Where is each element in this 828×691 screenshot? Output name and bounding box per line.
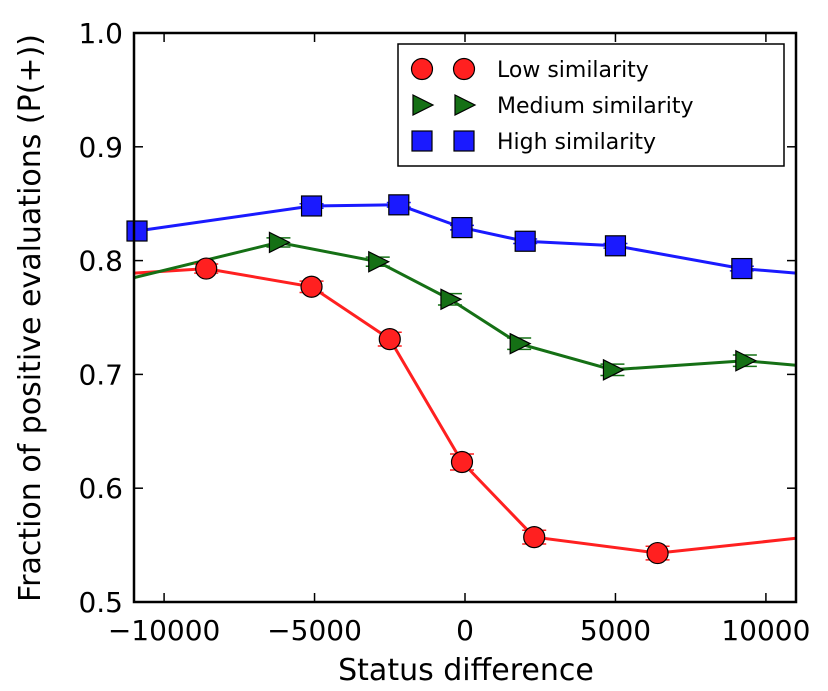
series-line-1 (134, 267, 796, 555)
series-3-point (300, 195, 323, 217)
series-1-point (646, 541, 669, 565)
x-tick-label: 10000 (721, 614, 810, 647)
series-3-point (388, 194, 410, 216)
series-3-point (604, 235, 627, 257)
legend-marker (454, 94, 477, 116)
series-1-point (300, 275, 323, 298)
y-tick-label: 0.5 (78, 586, 123, 619)
legend-label: Medium similarity (497, 94, 693, 119)
plot-area: −10000 −5000 0 5000 10000 0.5 0.6 0.7 0.8 0.9 1.0 (78, 17, 810, 647)
x-tick-label: −10000 (108, 614, 221, 647)
series-2-point (602, 358, 625, 381)
series-1-point (450, 450, 474, 474)
axes-frame (132, 31, 798, 604)
x-tick-label: 0 (456, 614, 474, 647)
series-2-point (509, 332, 532, 355)
y-tick-label: 0.6 (78, 472, 123, 505)
series-1-point (195, 257, 218, 280)
series-line-3 (136, 203, 796, 275)
x-tick-label: 5000 (580, 614, 651, 647)
series-3-point (731, 257, 753, 280)
y-tick-label: 0.9 (78, 131, 123, 164)
legend-marker (410, 57, 434, 81)
legend-marker (412, 94, 435, 116)
x-axis-title: Status difference (338, 653, 594, 688)
series-2-point (368, 250, 391, 273)
legend-label: High similarity (497, 130, 656, 155)
legend-marker (453, 130, 475, 152)
series-3-point (126, 220, 148, 242)
y-tick-label: 1.0 (78, 17, 123, 50)
legend-marker (452, 57, 476, 81)
legend-label: Low similarity (497, 58, 649, 83)
y-axis-title: Fraction of positive evaluations (P(+)) (13, 34, 48, 602)
series-line-2 (134, 240, 796, 372)
series-2-point (440, 288, 463, 311)
y-tick-label: 0.8 (78, 245, 123, 278)
series-2-point (268, 231, 291, 254)
legend-marker (411, 130, 433, 152)
series-2-point (735, 349, 758, 372)
series-3-point (451, 216, 473, 239)
series-1-point (523, 526, 546, 549)
legend: Low similarity Medium similarity High simi… (397, 43, 785, 167)
y-axis-title-group: Fraction of positive evaluations (P(+)) (13, 34, 48, 602)
y-tick-label: 0.7 (78, 358, 123, 391)
series-1-point (378, 328, 401, 351)
series-3-point (514, 230, 536, 252)
x-tick-label: −5000 (267, 614, 362, 647)
